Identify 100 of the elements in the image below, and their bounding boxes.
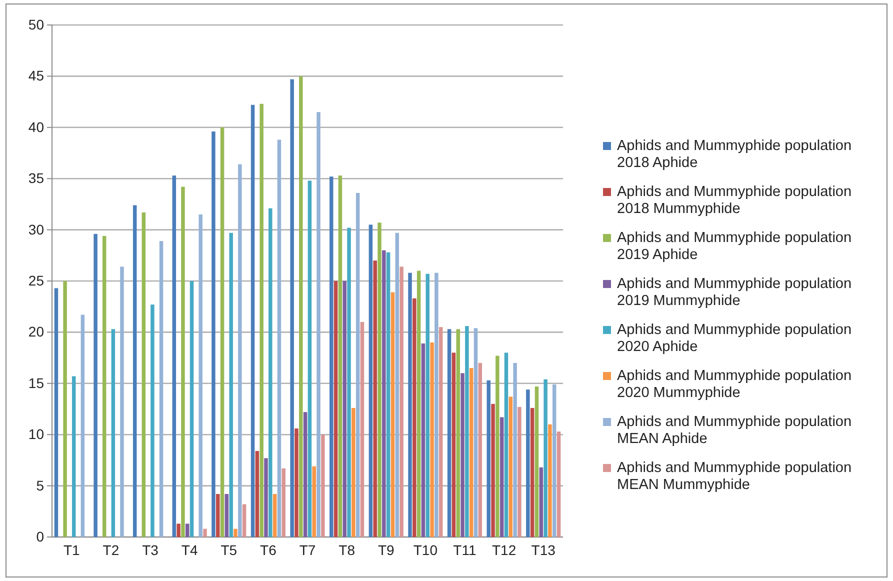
bar: [513, 362, 517, 537]
x-tick-label: T13: [531, 542, 556, 558]
bar: [282, 468, 286, 537]
x-tick-label: T1: [63, 542, 80, 558]
bar: [111, 329, 116, 537]
bar: [434, 272, 438, 537]
bar: [321, 434, 325, 537]
bar: [504, 352, 508, 537]
legend-label: Aphids and Mummyphide population 2020 Mummyphide: [617, 368, 856, 401]
y-tick-label: 20: [28, 324, 44, 340]
bar: [216, 494, 220, 537]
bar: [347, 228, 351, 537]
bar: [496, 356, 500, 537]
legend-label: Aphids and Mummyphide population MEAN Aphide: [617, 414, 856, 447]
x-tick-label: T10: [413, 542, 438, 558]
bar: [500, 417, 504, 537]
bar: [316, 112, 320, 537]
bar: [303, 412, 308, 537]
bar: [548, 424, 552, 537]
bar: [220, 127, 224, 537]
bar: [421, 343, 426, 537]
bar: [338, 176, 342, 537]
bar: [290, 79, 294, 537]
bar: [526, 390, 530, 537]
bar: [224, 494, 229, 537]
bar: [334, 281, 338, 537]
y-tick-label: 50: [28, 16, 44, 32]
bar: [508, 396, 513, 537]
bar: [264, 458, 268, 537]
bar: [452, 352, 456, 537]
bar: [426, 274, 430, 537]
x-tick-label: T5: [220, 542, 238, 558]
x-tick-label: T8: [338, 542, 356, 558]
bar: [94, 234, 98, 537]
bar: [530, 408, 534, 537]
bar: [330, 176, 334, 537]
x-tick-label: T3: [142, 542, 159, 558]
bar: [360, 322, 364, 537]
bar: [142, 212, 146, 537]
bar: [80, 314, 85, 537]
bar: [400, 266, 404, 537]
y-tick-label: 0: [36, 528, 44, 544]
bar: [465, 326, 469, 537]
bar: [54, 288, 58, 537]
bar: [294, 428, 298, 537]
x-tick-label: T2: [102, 542, 120, 558]
y-tick-label: 45: [28, 68, 44, 84]
bar: [382, 250, 386, 537]
bar: [242, 504, 246, 537]
bar: [150, 304, 154, 537]
x-tick-label: T4: [181, 542, 198, 558]
x-tick-label: T9: [378, 542, 394, 558]
x-tick-label: T11: [453, 542, 476, 558]
legend-label: Aphids and Mummyphide population 2019 Mummyphide: [617, 276, 856, 309]
legend-label: Aphids and Mummyphide population 2018 Aphide: [617, 138, 856, 171]
bar: [342, 281, 346, 537]
bar: [277, 140, 282, 537]
bar: [268, 208, 272, 537]
bar: [460, 373, 464, 537]
x-tick-label: T12: [492, 542, 516, 558]
y-tick-label: 10: [28, 426, 44, 442]
y-tick-label: 35: [28, 170, 44, 186]
bar: [120, 266, 124, 537]
bar: [229, 232, 233, 537]
bar: [72, 376, 76, 537]
legend-label: Aphids and Mummyphide population MEAN Mummyphide: [617, 460, 856, 493]
bar: [102, 236, 106, 537]
bar: [491, 404, 495, 537]
y-tick-label: 40: [28, 118, 44, 135]
bar: [552, 384, 556, 537]
bar: [544, 379, 548, 537]
bar: [438, 327, 443, 537]
bar: [556, 432, 561, 537]
bar: [456, 329, 460, 537]
bar: [518, 406, 522, 537]
bar: [190, 281, 194, 537]
bar: [234, 528, 238, 537]
bar: [238, 164, 242, 537]
y-tick-label: 5: [36, 477, 44, 494]
bar: [474, 328, 478, 537]
bar: [186, 524, 190, 537]
bar: [250, 104, 255, 537]
bar: [352, 408, 356, 537]
bar: [255, 450, 260, 537]
bar: [176, 524, 180, 537]
bar: [198, 214, 202, 537]
bar: [172, 176, 176, 537]
bar: [356, 192, 360, 537]
bar: [203, 528, 207, 537]
legend-label: Aphids and Mummyphide population 2018 Mummyphide: [617, 184, 856, 217]
y-tick-label: 30: [28, 221, 44, 238]
y-tick-label: 25: [28, 272, 44, 288]
bar: [408, 272, 412, 537]
bar: [416, 270, 421, 537]
bar: [312, 466, 316, 537]
bar: [181, 186, 185, 537]
bar: [378, 222, 382, 537]
x-tick-label: T7: [299, 542, 316, 558]
bar: [390, 292, 395, 537]
bar: [260, 104, 264, 537]
